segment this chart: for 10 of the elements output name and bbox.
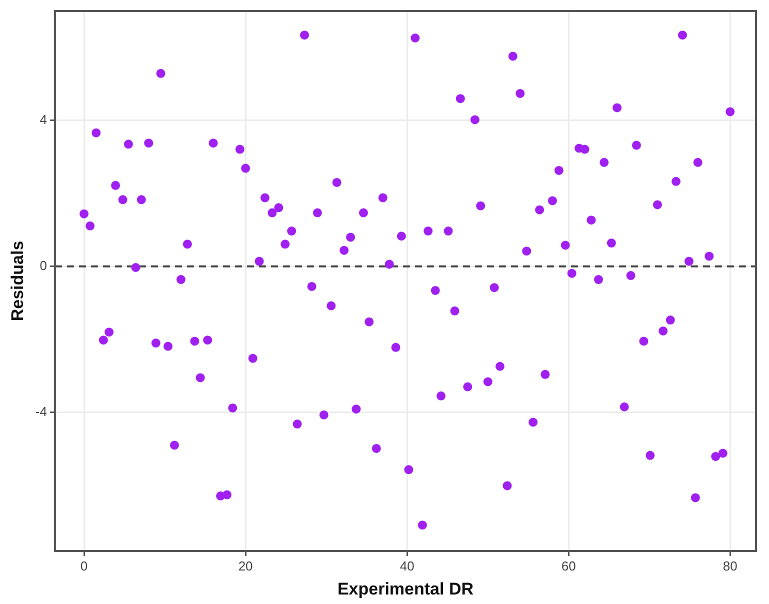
y-tick-label: -4 xyxy=(35,404,47,419)
x-tick-label: 20 xyxy=(238,558,253,574)
x-tick-label: 0 xyxy=(80,558,88,574)
x-tick-label: 60 xyxy=(561,558,576,574)
x-axis-title: Experimental DR xyxy=(337,579,474,598)
y-tick-label: 0 xyxy=(40,258,47,273)
y-axis-title: Residuals xyxy=(8,240,27,322)
x-tick-label: 80 xyxy=(722,558,738,574)
y-tick-label: 4 xyxy=(40,112,47,128)
x-tick-label: 40 xyxy=(400,558,414,574)
